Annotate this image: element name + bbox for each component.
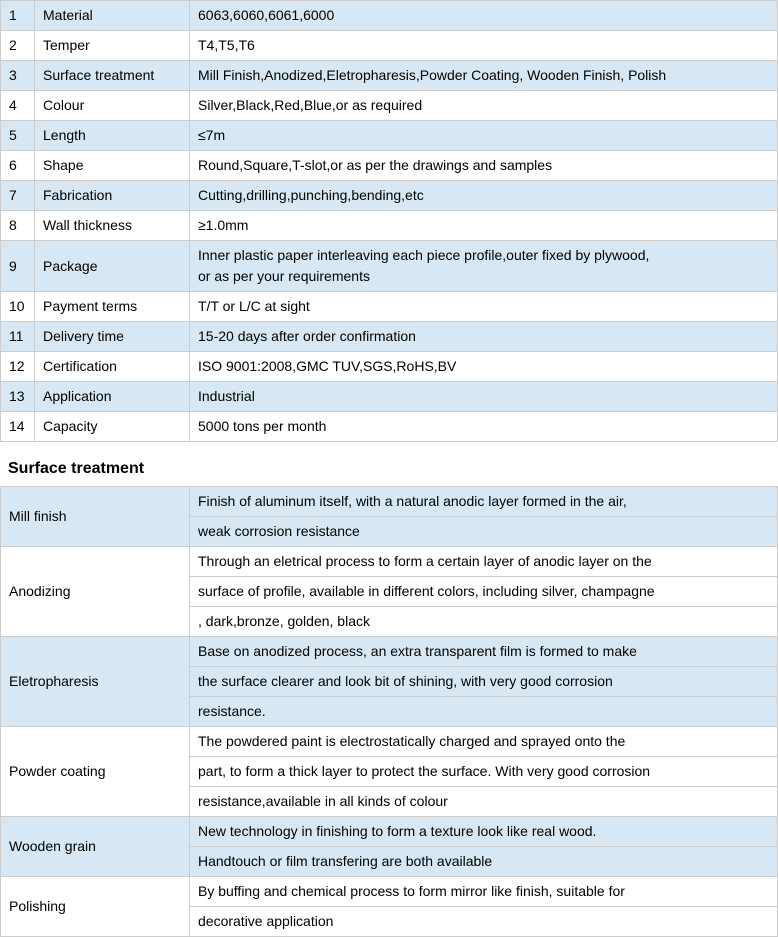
surface-treatment-table: Mill finishFinish of aluminum itself, wi… <box>0 486 778 937</box>
row-number: 8 <box>1 211 35 241</box>
treatment-desc-line: the surface clearer and look bit of shin… <box>190 667 778 697</box>
treatment-desc-line: Finish of aluminum itself, with a natura… <box>190 487 778 517</box>
treatment-desc-line: weak corrosion resistance <box>190 517 778 547</box>
table-row: 2TemperT4,T5,T6 <box>1 31 778 61</box>
table-row: Wooden grainNew technology in finishing … <box>1 817 778 847</box>
row-number: 10 <box>1 292 35 322</box>
table-row: 4ColourSilver,Black,Red,Blue,or as requi… <box>1 91 778 121</box>
table-row: Powder coatingThe powdered paint is elec… <box>1 727 778 757</box>
row-number: 4 <box>1 91 35 121</box>
row-value: Silver,Black,Red,Blue,or as required <box>190 91 778 121</box>
treatment-label: Mill finish <box>1 487 190 547</box>
row-value: 15-20 days after order confirmation <box>190 322 778 352</box>
row-number: 13 <box>1 382 35 412</box>
treatment-desc-line: , dark,bronze, golden, black <box>190 607 778 637</box>
surface-treatment-heading: Surface treatment <box>0 442 778 486</box>
treatment-desc-line: decorative application <box>190 907 778 937</box>
treatment-label: Polishing <box>1 877 190 937</box>
row-value: Cutting,drilling,punching,bending,etc <box>190 181 778 211</box>
row-number: 3 <box>1 61 35 91</box>
row-value: Round,Square,T-slot,or as per the drawin… <box>190 151 778 181</box>
treatment-label: Eletropharesis <box>1 637 190 727</box>
row-number: 14 <box>1 412 35 442</box>
treatment-desc-line: resistance,available in all kinds of col… <box>190 787 778 817</box>
row-value: ISO 9001:2008,GMC TUV,SGS,RoHS,BV <box>190 352 778 382</box>
row-value: ≤7m <box>190 121 778 151</box>
row-number: 12 <box>1 352 35 382</box>
row-label: Package <box>35 241 190 292</box>
row-label: Wall thickness <box>35 211 190 241</box>
table-row: 8Wall thickness≥1.0mm <box>1 211 778 241</box>
row-value: T/T or L/C at sight <box>190 292 778 322</box>
row-value: ≥1.0mm <box>190 211 778 241</box>
row-value: Mill Finish,Anodized,Eletropharesis,Powd… <box>190 61 778 91</box>
row-number: 6 <box>1 151 35 181</box>
row-value: T4,T5,T6 <box>190 31 778 61</box>
table-row: 9Package Inner plastic paper interleaving… <box>1 241 778 292</box>
row-number: 2 <box>1 31 35 61</box>
treatment-desc-line: Base on anodized process, an extra trans… <box>190 637 778 667</box>
table-row: 6ShapeRound,Square,T-slot,or as per the … <box>1 151 778 181</box>
table-row: 14Capacity5000 tons per month <box>1 412 778 442</box>
table-row: Mill finishFinish of aluminum itself, wi… <box>1 487 778 517</box>
row-label: Payment terms <box>35 292 190 322</box>
treatment-desc-line: part, to form a thick layer to protect t… <box>190 757 778 787</box>
treatment-desc-line: The powdered paint is electrostatically … <box>190 727 778 757</box>
specs-table: 1Material6063,6060,6061,60002TemperT4,T5… <box>0 0 778 442</box>
row-value: 6063,6060,6061,6000 <box>190 1 778 31</box>
table-row: 7FabricationCutting,drilling,punching,be… <box>1 181 778 211</box>
row-label: Certification <box>35 352 190 382</box>
row-label: Application <box>35 382 190 412</box>
treatment-label: Wooden grain <box>1 817 190 877</box>
row-value: Inner plastic paper interleaving each pi… <box>190 241 778 292</box>
treatment-desc-line: Through an eletrical process to form a c… <box>190 547 778 577</box>
table-row: EletropharesisBase on anodized process, … <box>1 637 778 667</box>
row-label: Capacity <box>35 412 190 442</box>
row-value-line: or as per your requirements <box>198 266 769 287</box>
table-row: 12CertificationISO 9001:2008,GMC TUV,SGS… <box>1 352 778 382</box>
row-label: Fabrication <box>35 181 190 211</box>
table-row: 11Delivery time15-20 days after order co… <box>1 322 778 352</box>
table-row: PolishingBy buffing and chemical process… <box>1 877 778 907</box>
table-row: 1Material6063,6060,6061,6000 <box>1 1 778 31</box>
row-number: 1 <box>1 1 35 31</box>
treatment-desc-line: Handtouch or film transfering are both a… <box>190 847 778 877</box>
treatment-desc-line: surface of profile, available in differe… <box>190 577 778 607</box>
table-row: AnodizingThrough an eletrical process to… <box>1 547 778 577</box>
table-row: 3Surface treatmentMill Finish,Anodized,E… <box>1 61 778 91</box>
table-row: 5Length≤7m <box>1 121 778 151</box>
row-value-line: Inner plastic paper interleaving each pi… <box>198 245 769 266</box>
row-label: Material <box>35 1 190 31</box>
treatment-desc-line: New technology in finishing to form a te… <box>190 817 778 847</box>
row-label: Length <box>35 121 190 151</box>
treatment-label: Powder coating <box>1 727 190 817</box>
row-label: Colour <box>35 91 190 121</box>
row-number: 5 <box>1 121 35 151</box>
row-label: Shape <box>35 151 190 181</box>
row-number: 11 <box>1 322 35 352</box>
row-value: 5000 tons per month <box>190 412 778 442</box>
treatment-desc-line: resistance. <box>190 697 778 727</box>
row-value: Industrial <box>190 382 778 412</box>
row-number: 7 <box>1 181 35 211</box>
row-label: Surface treatment <box>35 61 190 91</box>
table-row: 10Payment termsT/T or L/C at sight <box>1 292 778 322</box>
treatment-desc-line: By buffing and chemical process to form … <box>190 877 778 907</box>
treatment-label: Anodizing <box>1 547 190 637</box>
row-label: Temper <box>35 31 190 61</box>
row-label: Delivery time <box>35 322 190 352</box>
row-number: 9 <box>1 241 35 292</box>
table-row: 13ApplicationIndustrial <box>1 382 778 412</box>
